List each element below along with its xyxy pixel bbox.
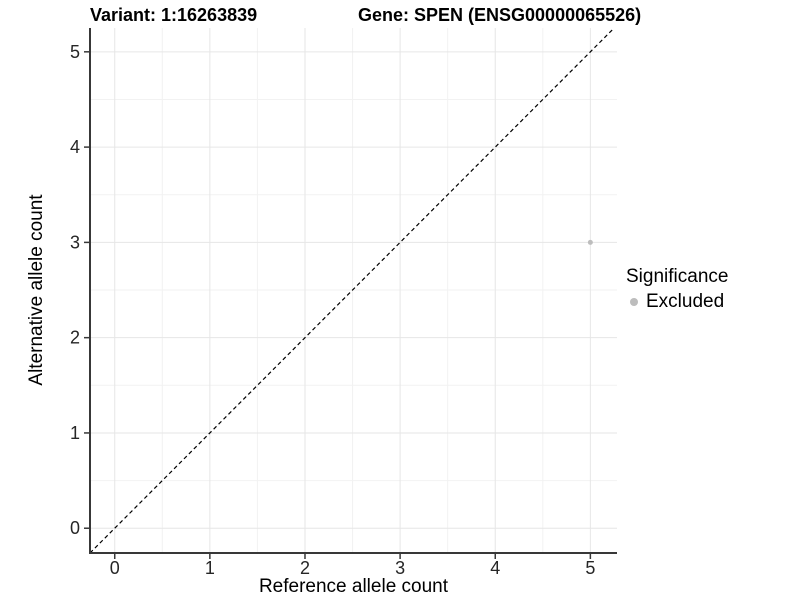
legend-item-label: Excluded bbox=[646, 291, 725, 312]
y-tick-label: 1 bbox=[70, 423, 80, 443]
data-point bbox=[587, 239, 593, 245]
y-tick-label: 0 bbox=[70, 518, 80, 538]
legend-item-excluded: Excluded bbox=[626, 291, 728, 313]
y-tick-label: 5 bbox=[70, 42, 80, 62]
x-tick-label: 4 bbox=[490, 558, 500, 578]
x-tick-label: 5 bbox=[585, 558, 595, 578]
y-tick-label: 4 bbox=[70, 137, 80, 157]
y-tick-label: 3 bbox=[70, 232, 80, 252]
x-axis-title: Reference allele count bbox=[258, 576, 449, 597]
legend-dot-icon bbox=[630, 298, 638, 306]
chart-title-gene: Gene: SPEN (ENSG00000065526) bbox=[358, 5, 642, 25]
legend-title: Significance bbox=[626, 266, 729, 287]
x-tick-label: 0 bbox=[110, 558, 120, 578]
identity-reference-line bbox=[89, 27, 615, 554]
y-axis-title: Alternative allele count bbox=[26, 194, 47, 386]
x-tick-label: 1 bbox=[205, 558, 215, 578]
x-tick-label: 3 bbox=[395, 558, 405, 578]
chart-title-variant: Variant: 1:16263839 bbox=[90, 5, 258, 25]
y-tick-label: 2 bbox=[70, 328, 80, 348]
x-tick-label: 2 bbox=[300, 558, 310, 578]
legend: Significance Excluded bbox=[626, 266, 728, 313]
